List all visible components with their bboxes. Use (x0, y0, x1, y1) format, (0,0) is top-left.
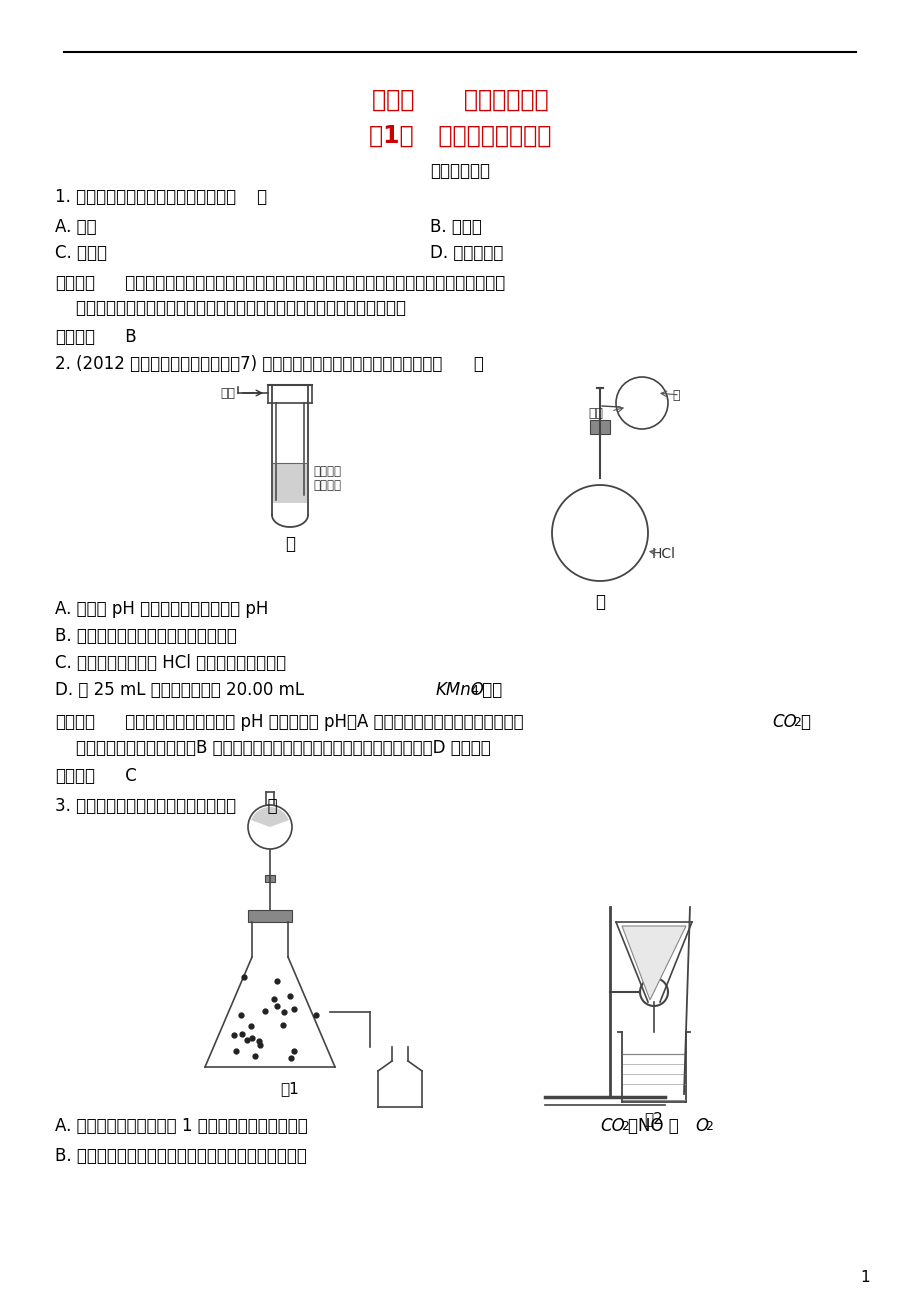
Text: 2: 2 (620, 1120, 629, 1133)
Polygon shape (621, 926, 686, 1000)
Text: O: O (694, 1117, 708, 1135)
Text: 【解析】: 【解析】 (55, 713, 95, 730)
Text: 混于乙烷中成为新的杂质，B 不正确；碱式滴定管不能用于量取强氧化性溶液，D 不正确。: 混于乙烷中成为新的杂质，B 不正确；碱式滴定管不能用于量取强氧化性溶液，D 不正… (55, 740, 490, 756)
Text: B. 用图甲装置能除去乙烷中混有的乙烯: B. 用图甲装置能除去乙烷中混有的乙烯 (55, 628, 236, 644)
Text: 、NO 和: 、NO 和 (628, 1117, 678, 1135)
Text: 随堂演练巩固: 随堂演练巩固 (429, 161, 490, 180)
Text: 【答案】: 【答案】 (55, 767, 95, 785)
Text: HCl: HCl (652, 547, 675, 561)
Bar (273, 464, 307, 503)
Text: 3. 下列有关实验原理或操作正确的是（      ）: 3. 下列有关实验原理或操作正确的是（ ） (55, 797, 278, 815)
Text: 水: 水 (671, 389, 679, 402)
Text: 酸性高锰: 酸性高锰 (312, 465, 341, 478)
Text: 乙: 乙 (595, 592, 605, 611)
Bar (248, 910, 291, 922)
Text: 气球: 气球 (587, 408, 602, 421)
Text: 图2: 图2 (644, 1111, 663, 1126)
Text: CO: CO (599, 1117, 624, 1135)
Text: 甲: 甲 (285, 535, 295, 553)
Text: D. 硝酸银晶体: D. 硝酸银晶体 (429, 243, 503, 262)
Text: ，: ， (800, 713, 809, 730)
Text: 【解析】: 【解析】 (55, 273, 95, 292)
Text: B. 制备乙酸乙酯时，向乙醇中缓慢加入浓硫酸和冰醋酸: B. 制备乙酸乙酯时，向乙醇中缓慢加入浓硫酸和冰醋酸 (55, 1147, 307, 1165)
Text: 2: 2 (792, 716, 800, 729)
Text: 2. (2012 江苏苏北四市高三一模，7) 下列有关实验原理或实验操作正确的是（      ）: 2. (2012 江苏苏北四市高三一模，7) 下列有关实验原理或实验操作正确的是… (55, 355, 483, 372)
Text: 试剂瓶呈棕色的作用是避光，所以凡是见光易分解的试剂，必须存放在棕色试剂瓶内。: 试剂瓶呈棕色的作用是避光，所以凡是见光易分解的试剂，必须存放在棕色试剂瓶内。 (119, 273, 505, 292)
Text: 专题十      化学实验基础: 专题十 化学实验基础 (371, 89, 548, 112)
Text: 4: 4 (470, 684, 477, 697)
Bar (589, 421, 609, 434)
Text: KMnO: KMnO (436, 681, 484, 699)
Bar (265, 875, 275, 881)
Text: 氯水具有漂白性，不能用 pH 试纸测定其 pH，A 不正确；高锰酸钾能将乙烯氧化为: 氯水具有漂白性，不能用 pH 试纸测定其 pH，A 不正确；高锰酸钾能将乙烯氧化… (119, 713, 523, 730)
Text: A. 选择合适的试剂，用图 1 所示装置可分别制取少量: A. 选择合适的试剂，用图 1 所示装置可分别制取少量 (55, 1117, 308, 1135)
Text: A. 用干燥 pH 试纸测定某新制氯水的 pH: A. 用干燥 pH 试纸测定某新制氯水的 pH (55, 600, 268, 618)
Text: 氯水、浓硝酸、硝酸银晶体见光都易分解，故都必须存放在棕色试剂瓶内。: 氯水、浓硝酸、硝酸银晶体见光都易分解，故都必须存放在棕色试剂瓶内。 (55, 299, 405, 316)
Text: 【答案】: 【答案】 (55, 328, 95, 346)
Text: 气体: 气体 (220, 387, 234, 400)
Text: D. 用 25 mL 碱式滴定管量取 20.00 mL: D. 用 25 mL 碱式滴定管量取 20.00 mL (55, 681, 314, 699)
Text: A. 氯水: A. 氯水 (55, 217, 96, 236)
Text: B: B (119, 328, 137, 346)
Text: 酸钾溶液: 酸钾溶液 (312, 479, 341, 492)
Text: C. 浓硝酸: C. 浓硝酸 (55, 243, 107, 262)
Text: 1: 1 (859, 1269, 869, 1285)
Text: C. 用图乙装置能验证 HCl 气体在水中的溶解性: C. 用图乙装置能验证 HCl 气体在水中的溶解性 (55, 654, 286, 672)
Text: 溶液: 溶液 (476, 681, 502, 699)
Text: 第1讲   化学实验基本操作: 第1讲 化学实验基本操作 (369, 124, 550, 148)
Text: CO: CO (771, 713, 796, 730)
Text: C: C (119, 767, 137, 785)
Text: 图1: 图1 (280, 1081, 299, 1096)
Text: 2: 2 (704, 1120, 712, 1133)
Text: B. 浓硫酸: B. 浓硫酸 (429, 217, 482, 236)
Text: 1. 下列试剂不必存放在棕色瓶中的是（    ）: 1. 下列试剂不必存放在棕色瓶中的是（ ） (55, 187, 267, 206)
Wedge shape (251, 807, 289, 827)
